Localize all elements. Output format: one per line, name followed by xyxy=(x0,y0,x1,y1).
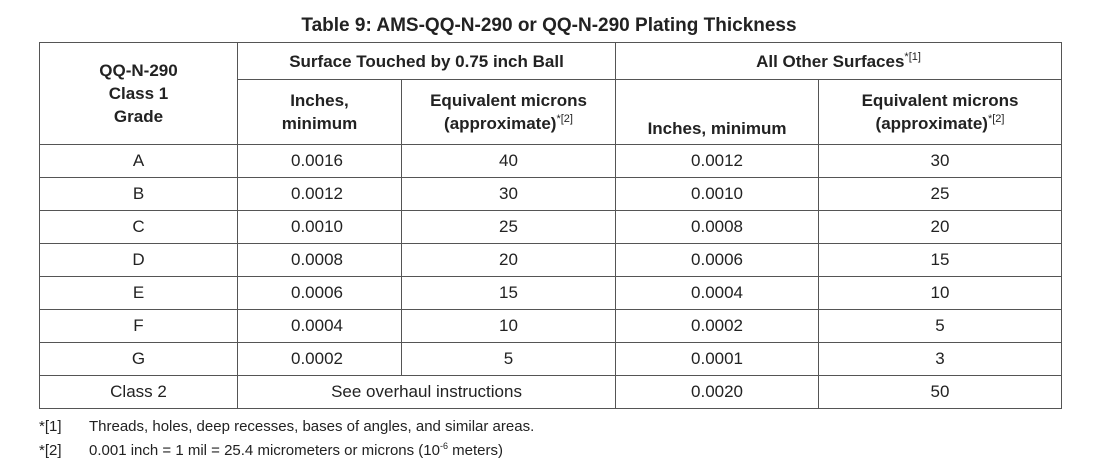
ball-inches-cell: 0.0010 xyxy=(237,210,402,244)
grade-cell: F xyxy=(39,309,238,343)
grade-cell: C xyxy=(39,210,238,244)
other-microns-cell: 5 xyxy=(818,309,1063,343)
footnote-exponent: -6 xyxy=(439,441,448,451)
other-microns-cell: 25 xyxy=(818,177,1063,211)
grade-cell: E xyxy=(39,276,238,310)
other-microns-cell: 3 xyxy=(818,342,1063,376)
ball-microns-cell: 25 xyxy=(400,210,617,244)
other-microns-header: Equivalent microns (approximate)*[2] xyxy=(818,79,1063,145)
table-row: A 0.0016 40 0.0012 30 xyxy=(39,144,1063,178)
other-inches-cell: 0.0010 xyxy=(615,177,820,211)
ball-microns-cell: 15 xyxy=(400,276,617,310)
ball-inches-cell: 0.0012 xyxy=(237,177,402,211)
other-inches-cell: 0.0020 xyxy=(615,375,820,409)
footnote-2: *[2] 0.001 inch = 1 mil = 25.4 micrometer… xyxy=(39,441,503,461)
footnote-text: 0.001 inch = 1 mil = 25.4 micrometers or… xyxy=(89,442,440,459)
ball-microns-cell: 30 xyxy=(400,177,617,211)
other-microns-cell: 20 xyxy=(818,210,1063,244)
other-microns-cell: 50 xyxy=(818,375,1063,409)
grade-cell: A xyxy=(39,144,238,178)
table-row: B 0.0012 30 0.0010 25 xyxy=(39,177,1063,211)
other-microns-cell: 15 xyxy=(818,243,1063,277)
table-row: F 0.0004 10 0.0002 5 xyxy=(39,309,1063,343)
grade-cell: B xyxy=(39,177,238,211)
footnote-ref-2: *[2] xyxy=(556,113,573,125)
table-row: E 0.0006 15 0.0004 10 xyxy=(39,276,1063,310)
table-title: Table 9: AMS-QQ-N-290 or QQ-N-290 Platin… xyxy=(301,15,797,36)
table-row-class2: Class 2 See overhaul instructions 0.0020… xyxy=(39,375,1063,409)
ball-inches-cell: 0.0002 xyxy=(237,342,402,376)
ball-inches-cell: 0.0008 xyxy=(237,243,402,277)
other-inches-header: Inches, minimum xyxy=(615,79,820,145)
other-inches-cell: 0.0012 xyxy=(615,144,820,178)
other-inches-cell: 0.0006 xyxy=(615,243,820,277)
ball-inches-header: Inches, minimum xyxy=(237,79,402,145)
grade-cell: D xyxy=(39,243,238,277)
ball-microns-cell: 40 xyxy=(400,144,617,178)
ball-microns-cell: 5 xyxy=(400,342,617,376)
plating-thickness-table: QQ-N-290 Class 1 Grade Surface Touched b… xyxy=(39,42,1063,409)
see-overhaul-cell: See overhaul instructions xyxy=(236,375,617,409)
footnote-text: Threads, holes, deep recesses, bases of … xyxy=(89,418,535,435)
ball-microns-cell: 10 xyxy=(400,309,617,343)
footnote-ref-2: *[2] xyxy=(987,113,1005,125)
footnote-1: *[1] Threads, holes, deep recesses, bases… xyxy=(39,417,534,437)
other-inches-cell: 0.0008 xyxy=(615,210,820,244)
grade-cell: Class 2 xyxy=(39,375,238,409)
ball-inches-cell: 0.0006 xyxy=(237,276,402,310)
other-surfaces-group-header: All Other Surfaces*[1] xyxy=(615,42,1063,80)
grade-cell: G xyxy=(39,342,238,376)
other-inches-cell: 0.0001 xyxy=(615,342,820,376)
footnote-mark: *[2] xyxy=(39,442,62,459)
table-row: D 0.0008 20 0.0006 15 xyxy=(39,243,1063,277)
ball-microns-cell: 20 xyxy=(400,243,617,277)
other-inches-cell: 0.0002 xyxy=(615,309,820,343)
ball-inches-cell: 0.0004 xyxy=(237,309,402,343)
ball-surface-group-header: Surface Touched by 0.75 inch Ball xyxy=(236,42,617,80)
grade-column-header: QQ-N-290 Class 1 Grade xyxy=(39,42,238,145)
ball-inches-cell: 0.0016 xyxy=(237,144,402,178)
other-inches-cell: 0.0004 xyxy=(615,276,820,310)
other-microns-cell: 10 xyxy=(818,276,1063,310)
footnote-text-end: meters) xyxy=(448,442,504,459)
footnote-ref-1: *[1] xyxy=(904,50,921,63)
table-row: G 0.0002 5 0.0001 3 xyxy=(39,342,1063,376)
table-row: C 0.0010 25 0.0008 20 xyxy=(39,210,1063,244)
other-microns-cell: 30 xyxy=(818,144,1063,178)
footnote-mark: *[1] xyxy=(39,418,62,435)
ball-microns-header: Equivalent microns (approximate)*[2] xyxy=(400,79,617,145)
